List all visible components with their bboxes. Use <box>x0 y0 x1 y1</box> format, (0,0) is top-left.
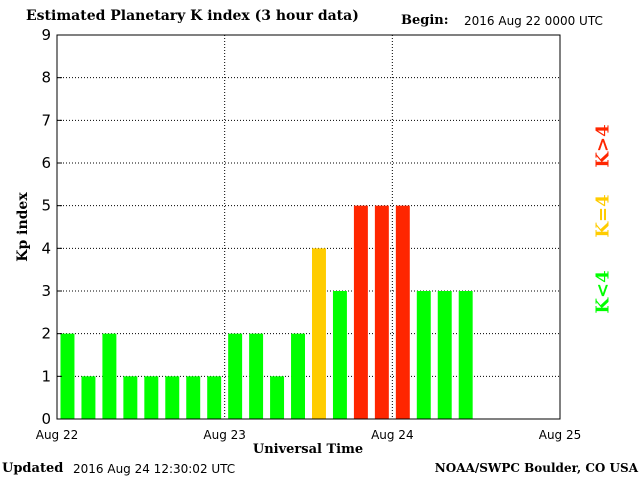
kp-bar <box>416 291 431 419</box>
y-tick-label: 9 <box>41 26 51 44</box>
begin-value: 2016 Aug 22 0000 UTC <box>464 14 603 28</box>
x-tick-label: Aug 22 <box>36 428 79 442</box>
y-tick-label: 2 <box>41 325 51 343</box>
kp-bar <box>228 333 243 419</box>
updated-label: Updated <box>2 461 64 476</box>
kp-bar <box>102 333 117 419</box>
plot-frame <box>56 34 561 420</box>
kp-bar <box>332 291 347 419</box>
kp-bar <box>207 376 222 419</box>
kp-bar <box>437 291 452 419</box>
legend-label: K=4 <box>593 194 614 237</box>
y-tick-label: 1 <box>41 367 51 385</box>
kp-bar <box>353 205 368 419</box>
kp-bar <box>186 376 201 419</box>
y-tick-label: 5 <box>41 197 51 215</box>
kp-bar <box>144 376 159 419</box>
y-tick-label: 7 <box>41 111 51 129</box>
x-tick-label: Aug 23 <box>203 428 246 442</box>
legend-label: K>4 <box>593 124 614 167</box>
y-tick-label: 4 <box>41 239 51 257</box>
y-tick-label: 6 <box>41 154 51 172</box>
kp-bar <box>165 376 180 419</box>
y-axis-label: Kp index <box>15 192 31 262</box>
legend-label: K<4 <box>593 270 614 313</box>
kp-bar <box>291 333 305 419</box>
y-tick-label: 0 <box>41 410 51 428</box>
kp-bar <box>312 248 326 419</box>
kp-bar <box>270 376 285 419</box>
updated-value: 2016 Aug 24 12:30:02 UTC <box>73 462 236 476</box>
kp-bar <box>249 333 264 419</box>
y-tick-label: 3 <box>41 282 51 300</box>
begin-label: Begin: <box>401 13 449 28</box>
x-tick-label: Aug 25 <box>539 428 582 442</box>
kp-bar <box>60 333 75 419</box>
kp-bar <box>395 205 410 419</box>
kp-bar <box>458 291 473 419</box>
credit-text: NOAA/SWPC Boulder, CO USA <box>434 461 638 475</box>
kp-bar <box>81 376 96 419</box>
x-axis-label: Universal Time <box>253 442 363 457</box>
chart-title: Estimated Planetary K index (3 hour data… <box>26 8 359 24</box>
kp-bar <box>123 376 138 419</box>
y-tick-label: 8 <box>41 69 51 87</box>
kp-bar <box>374 205 389 419</box>
x-tick-label: Aug 24 <box>371 428 414 442</box>
